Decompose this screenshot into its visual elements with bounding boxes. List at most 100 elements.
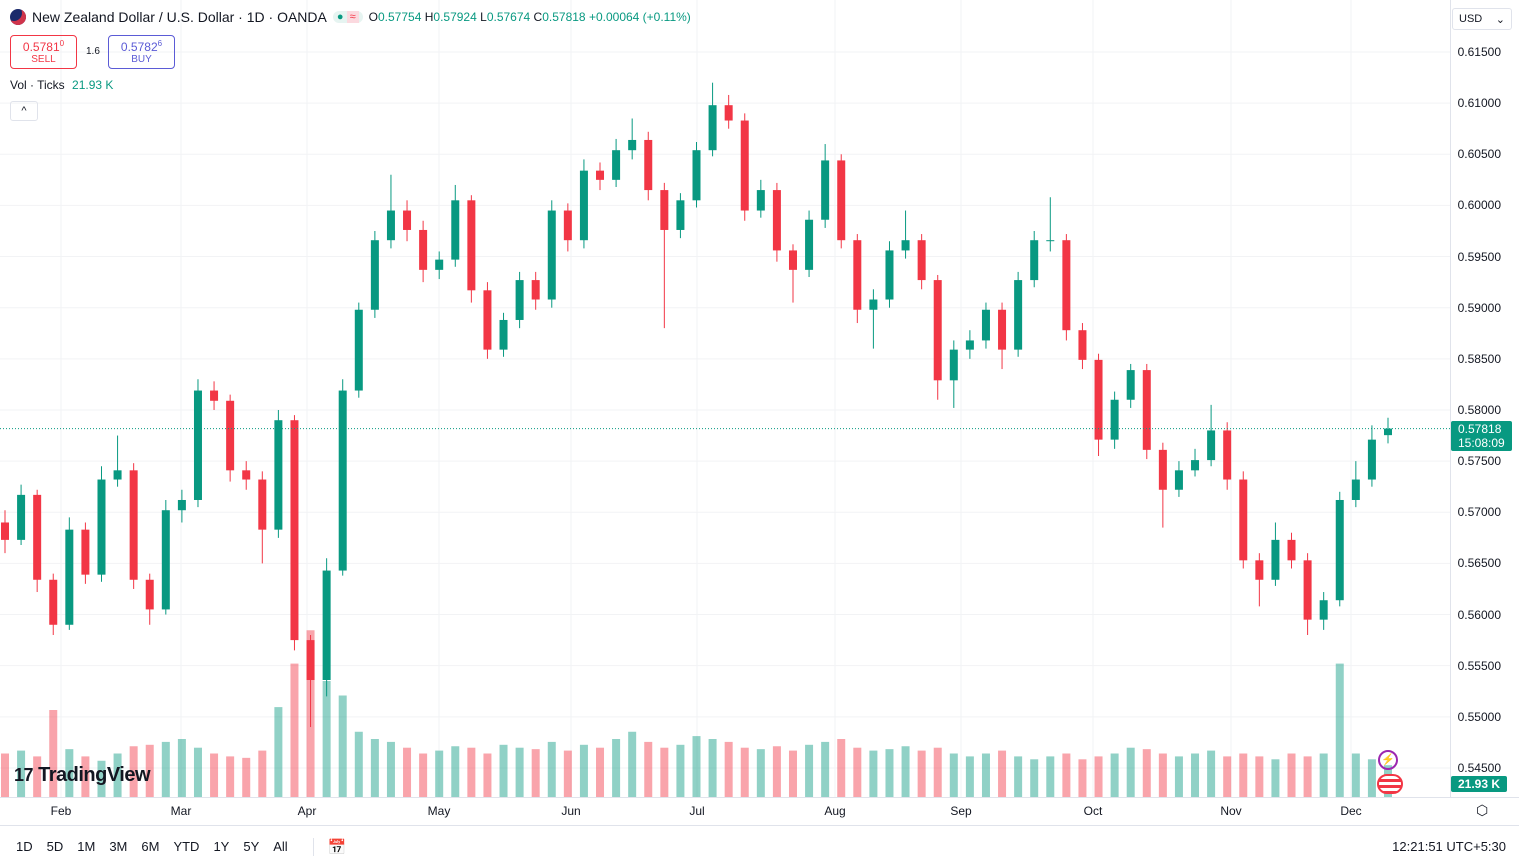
chart-header: New Zealand Dollar / U.S. Dollar · 1D · … bbox=[10, 9, 691, 25]
settings-gear-icon[interactable]: ⬡ bbox=[1476, 802, 1489, 818]
time-tick-label: Mar bbox=[170, 804, 192, 818]
volume-bar bbox=[644, 741, 653, 797]
market-status-badge[interactable]: ● ≈ bbox=[332, 11, 363, 23]
volume-bar bbox=[403, 747, 412, 797]
candle-body bbox=[1191, 460, 1200, 471]
candle-body bbox=[1303, 560, 1312, 620]
volume-bar bbox=[161, 741, 170, 797]
volume-bar bbox=[370, 739, 379, 797]
price-tick-label: 0.56000 bbox=[1457, 607, 1501, 622]
range-button-1m[interactable]: 1M bbox=[77, 839, 96, 854]
range-button-3m[interactable]: 3M bbox=[109, 839, 128, 854]
volume-bar bbox=[499, 744, 508, 797]
volume-bar bbox=[1126, 747, 1135, 797]
candle-body bbox=[258, 479, 267, 530]
candle-body bbox=[499, 319, 508, 350]
tradingview-logo[interactable]: 17 TradingView bbox=[14, 764, 151, 786]
price-tick-label: 0.59000 bbox=[1457, 300, 1501, 315]
time-tick-label: Nov bbox=[1220, 804, 1242, 818]
spread: 1.6 bbox=[86, 46, 100, 57]
time-axis[interactable]: ⬡ Feb Mar Apr May Jun Jul Aug Sep Oct Nov Dec bbox=[0, 797, 1519, 825]
candle-body bbox=[177, 499, 186, 511]
volume-legend: Vol · Ticks 21.93 K bbox=[10, 78, 114, 92]
candle-body bbox=[998, 309, 1007, 350]
range-button-ytd[interactable]: YTD bbox=[173, 839, 200, 854]
volume-bar bbox=[1110, 753, 1119, 797]
volume-bar bbox=[1174, 756, 1183, 797]
volume-bar bbox=[338, 695, 347, 797]
range-button-6m[interactable]: 6M bbox=[141, 839, 160, 854]
candle-body bbox=[33, 494, 42, 580]
candle-body bbox=[322, 570, 331, 680]
currency-select[interactable]: USD ⌄ bbox=[1452, 8, 1512, 30]
volume-bar bbox=[1078, 759, 1087, 797]
candle-body bbox=[724, 105, 733, 121]
candle-body bbox=[65, 529, 74, 625]
volume-bar bbox=[1014, 756, 1023, 797]
date-range-calendar-icon[interactable]: 📅 bbox=[312, 837, 346, 856]
candle-body bbox=[933, 280, 942, 381]
time-tick-label: Sep bbox=[950, 804, 972, 818]
volume-bar bbox=[933, 747, 942, 797]
time-tick-label: May bbox=[427, 804, 451, 818]
volume-bar bbox=[1255, 756, 1264, 797]
candle-body bbox=[1142, 370, 1151, 450]
volume-bar bbox=[210, 753, 219, 797]
clock[interactable]: 12:21:51 UTC+5:30 bbox=[1392, 839, 1506, 854]
volume-bar bbox=[965, 756, 974, 797]
us-flag-event-icon[interactable] bbox=[1377, 774, 1403, 794]
price-tick-label: 0.60000 bbox=[1457, 198, 1501, 213]
candle-body bbox=[981, 309, 990, 341]
range-button-5y[interactable]: 5Y bbox=[243, 839, 260, 854]
candle-body bbox=[660, 190, 669, 230]
volume-bar bbox=[435, 750, 444, 797]
range-button-1y[interactable]: 1Y bbox=[213, 839, 230, 854]
candle-body bbox=[1351, 479, 1360, 500]
volume-bar bbox=[81, 756, 90, 797]
volume-bar bbox=[756, 749, 765, 797]
range-button-5d[interactable]: 5D bbox=[46, 839, 64, 854]
candle-body bbox=[97, 479, 106, 575]
candle-body bbox=[837, 160, 846, 241]
price-tick-label: 0.61500 bbox=[1457, 45, 1501, 59]
candle-body bbox=[853, 240, 862, 310]
volume-bar bbox=[1303, 756, 1312, 797]
price-chart[interactable] bbox=[0, 0, 1450, 797]
range-button-all[interactable]: All bbox=[273, 839, 288, 854]
range-button-1d[interactable]: 1D bbox=[16, 839, 33, 854]
candle-body bbox=[1384, 428, 1392, 436]
collapse-chevron-up-icon[interactable]: ^ bbox=[10, 101, 38, 121]
candle-body bbox=[290, 420, 299, 641]
candle-body bbox=[788, 250, 797, 270]
candle-body bbox=[965, 340, 974, 350]
volume-bar bbox=[724, 741, 733, 797]
candle-body bbox=[1158, 449, 1167, 490]
candle-body bbox=[370, 240, 379, 310]
volume-bar bbox=[177, 739, 186, 797]
volume-bar bbox=[467, 747, 476, 797]
candle-body bbox=[1255, 560, 1264, 580]
sell-button[interactable]: 0.57810 SELL bbox=[10, 35, 77, 69]
candle-body bbox=[1319, 600, 1328, 620]
candle-body bbox=[1287, 539, 1296, 561]
volume-bar bbox=[612, 739, 621, 797]
volume-bar bbox=[1, 753, 9, 797]
candle-body bbox=[1046, 240, 1055, 242]
volume-bar bbox=[981, 753, 990, 797]
volume-bar bbox=[1223, 756, 1232, 797]
volume-bar bbox=[97, 760, 106, 797]
volume-bar bbox=[1062, 753, 1071, 797]
time-tick-label: Oct bbox=[1083, 804, 1103, 818]
buy-button[interactable]: 0.57826 BUY bbox=[108, 35, 175, 69]
candle-body bbox=[628, 139, 637, 151]
candle-body bbox=[579, 170, 588, 241]
candle-body bbox=[885, 250, 894, 300]
candle-body bbox=[692, 150, 701, 201]
candle-body bbox=[435, 259, 444, 270]
price-axis[interactable]: 0.61500 0.61000 0.60500 0.60000 0.59500 0.590… bbox=[1450, 0, 1519, 797]
candle-body bbox=[644, 139, 653, 191]
candle-body bbox=[306, 640, 315, 680]
price-tick-label: 0.55500 bbox=[1457, 658, 1501, 673]
symbol-title[interactable]: New Zealand Dollar / U.S. Dollar · 1D · … bbox=[32, 9, 327, 25]
lightning-icon[interactable]: ⚡ bbox=[1378, 750, 1398, 770]
